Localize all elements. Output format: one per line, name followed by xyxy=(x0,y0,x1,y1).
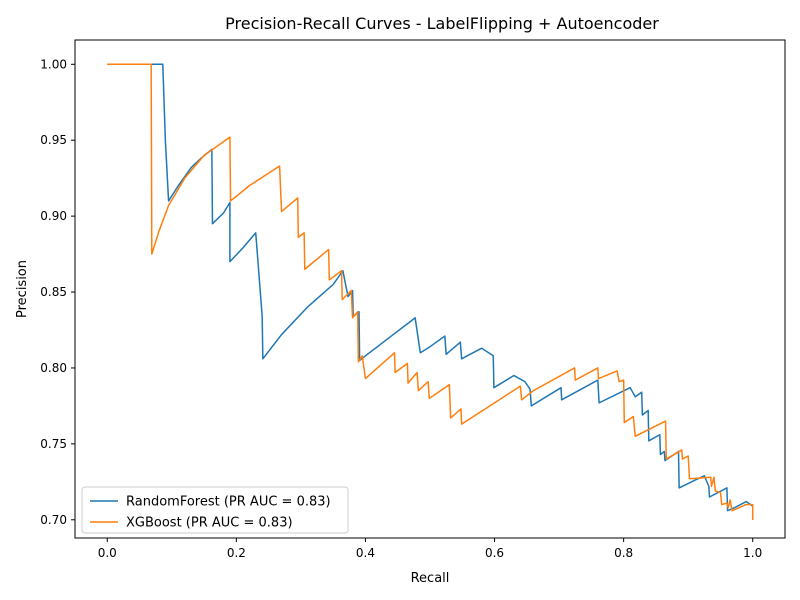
series-line-xgboost xyxy=(107,63,754,520)
y-tick-label: 0.95 xyxy=(40,133,67,147)
x-axis-label: Recall xyxy=(411,571,450,586)
plot-frame xyxy=(74,39,786,539)
y-tick-label: 0.85 xyxy=(40,285,67,299)
plot-area xyxy=(107,63,754,520)
x-tick-label: 1.0 xyxy=(743,546,762,560)
x-tick-label: 0.6 xyxy=(485,546,504,560)
x-tick-label: 0.2 xyxy=(227,546,246,560)
y-tick-label: 0.75 xyxy=(40,437,67,451)
x-tick-label: 0.0 xyxy=(98,546,117,560)
y-axis-ticks: 0.70 0.75 0.80 0.85 0.90 0.95 1.00 xyxy=(40,57,75,527)
y-tick-label: 1.00 xyxy=(40,57,67,71)
y-tick-label: 0.70 xyxy=(40,513,67,527)
legend-box xyxy=(81,486,349,534)
legend-label: XGBoost (PR AUC = 0.83) xyxy=(126,516,293,531)
chart-title: Precision-Recall Curves - LabelFlipping … xyxy=(225,14,659,33)
x-axis-ticks: 0.0 0.2 0.4 0.6 0.8 1.0 xyxy=(98,538,762,560)
legend: RandomForest (PR AUC = 0.83) XGBoost (PR … xyxy=(81,486,349,534)
y-tick-label: 0.80 xyxy=(40,361,67,375)
x-tick-label: 0.4 xyxy=(356,546,375,560)
legend-label: RandomForest (PR AUC = 0.83) xyxy=(126,495,331,510)
x-tick-label: 0.8 xyxy=(614,546,633,560)
y-tick-label: 0.90 xyxy=(40,209,67,223)
y-axis-label: Precision xyxy=(15,260,30,318)
